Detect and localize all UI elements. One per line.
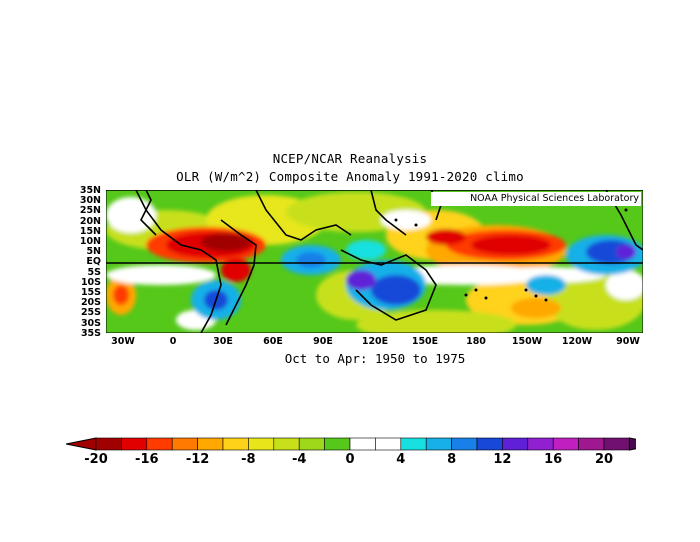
colorbar-cell (425, 437, 452, 451)
colorbar-label: -12 (185, 452, 210, 467)
lat-label: 35S (80, 327, 101, 339)
colorbar-cell (146, 437, 173, 451)
colorbar-cell (578, 437, 605, 451)
lat-label: 15N (79, 225, 101, 237)
colorbar-cell (375, 437, 402, 451)
colorbar-cell (222, 437, 249, 451)
colorbar-label: 4 (396, 452, 406, 467)
lat-label: 20S (80, 297, 101, 309)
lon-label: 30E (213, 336, 233, 347)
colorbar-label: 20 (594, 452, 614, 467)
colorbar-cell (197, 437, 224, 451)
lat-label: 5N (86, 246, 101, 258)
lat-label: 15S (80, 287, 101, 298)
lat-label: 20N (79, 215, 101, 227)
colorbar-cell (298, 437, 325, 451)
lat-label: 5S (87, 266, 101, 278)
islands (394, 208, 628, 302)
lat-label: EQ (86, 256, 101, 268)
lon-label: 120W (561, 336, 593, 347)
colorbar-cell (552, 437, 579, 451)
lat-label: 25S (80, 307, 101, 319)
colorbar-cell (476, 437, 503, 451)
colorbar-cell (451, 437, 478, 451)
colorbar-label: -4 (291, 452, 307, 467)
colorbar-label: 16 (544, 452, 563, 467)
lat-label: 25N (79, 205, 101, 217)
colorbar-label: 0 (345, 452, 355, 467)
colorbar-cell (171, 437, 198, 451)
colorbar-right-arrow (628, 437, 636, 451)
lon-label: 120E (361, 336, 389, 347)
colorbar (66, 437, 636, 451)
lat-label: 30N (79, 195, 101, 207)
colorbar-cell (400, 437, 427, 451)
lat-label: 35N (79, 185, 101, 196)
colorbar-label: 8 (447, 452, 457, 467)
colorbar-cell (502, 437, 529, 451)
lat-label: 10N (79, 236, 101, 247)
period-label: Oct to Apr: 1950 to 1975 (284, 351, 466, 366)
lon-label: 150W (511, 336, 543, 347)
colorbar-label: 12 (493, 452, 512, 467)
colorbar-cell (248, 437, 275, 451)
lon-label: 180 (466, 336, 486, 347)
lon-label: 30W (111, 336, 135, 347)
lon-label: 60E (263, 336, 283, 347)
colorbar-cell (603, 437, 630, 451)
colorbar-left-arrow (66, 437, 97, 451)
colorbar-cell (324, 437, 351, 451)
credit-label: NOAA Physical Sciences Laboratory (431, 192, 641, 206)
colorbar-cell (121, 437, 148, 451)
colorbar-cell (95, 437, 122, 451)
colorbar-label: -8 (241, 452, 256, 467)
lon-label: 90W (616, 336, 640, 347)
lat-label: 30S (80, 317, 101, 329)
chart-title: NCEP/NCAR Reanalysis (272, 151, 428, 166)
colorbar-cell (527, 437, 554, 451)
lon-label: 150E (411, 336, 439, 347)
colorbar-label: -20 (84, 452, 108, 467)
colorbar-cell (349, 437, 376, 451)
colorbar-cell (273, 437, 300, 451)
lon-label: 90E (313, 336, 333, 347)
chart-subtitle: OLR (W/m^2) Composite Anomaly 1991-2020 … (176, 169, 524, 184)
colorbar-label: -16 (135, 452, 159, 467)
lat-label: 10S (80, 276, 101, 288)
lon-label: 0 (169, 336, 177, 347)
olr-anomaly-map (106, 190, 643, 333)
anomaly-field (106, 192, 643, 333)
